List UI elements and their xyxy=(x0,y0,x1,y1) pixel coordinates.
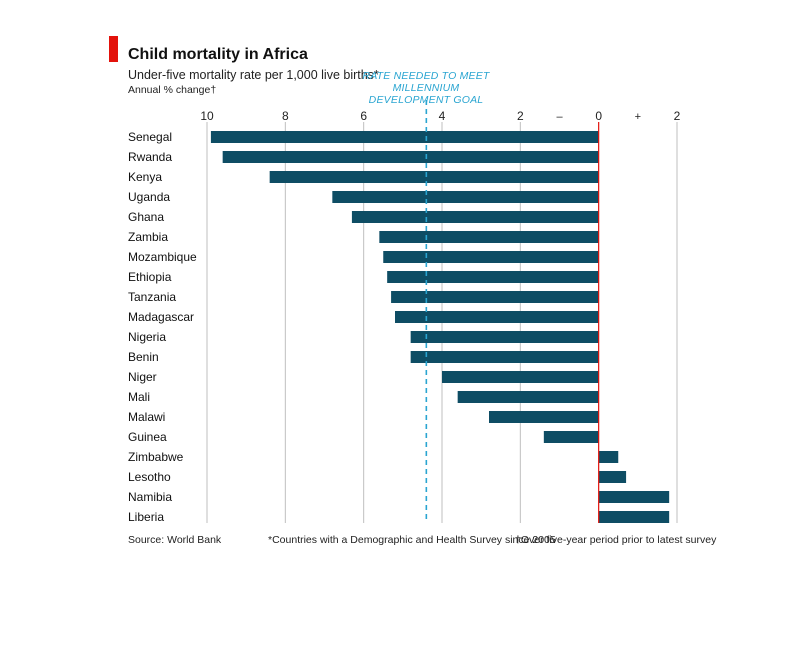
bar-kenya xyxy=(269,171,599,183)
bar-mozambique xyxy=(383,251,599,263)
bar-guinea xyxy=(543,431,599,443)
category-label: Rwanda xyxy=(128,150,172,164)
bar-namibia xyxy=(598,491,670,503)
axis-unit-label: Annual % change† xyxy=(128,84,217,96)
category-label: Malawi xyxy=(128,410,165,424)
source-note: Source: World Bank xyxy=(128,534,222,546)
category-label: Guinea xyxy=(128,430,167,444)
x-tick-label: 4 xyxy=(439,109,446,123)
bar-madagascar xyxy=(395,311,599,323)
goal-annotation-line1: RATE NEEDED TO MEET xyxy=(362,70,490,82)
bar-malawi xyxy=(489,411,599,423)
overlay-layer xyxy=(425,100,600,523)
category-label: Benin xyxy=(128,350,159,364)
bar-liberia xyxy=(598,511,670,523)
bar-ghana xyxy=(351,211,599,223)
footnote-countries: *Countries with a Demographic and Health… xyxy=(268,534,556,546)
category-label: Zambia xyxy=(128,230,168,244)
chart-subtitle: Under-five mortality rate per 1,000 live… xyxy=(128,68,379,82)
accent-tag xyxy=(109,36,118,62)
category-label: Namibia xyxy=(128,490,172,504)
bar-nigeria xyxy=(410,331,599,343)
x-tick-label: 2 xyxy=(674,109,681,123)
bar-rwanda xyxy=(222,151,599,163)
sign-label: – xyxy=(556,111,563,123)
bar-layer xyxy=(210,131,670,523)
bar-tanzania xyxy=(391,291,599,303)
label-layer: 10 8 6 4 2 0 2 – + Senegal Rwanda Kenya Uganda Ghana Z… xyxy=(128,109,681,524)
bar-mali xyxy=(457,391,599,403)
category-label: Tanzania xyxy=(128,290,176,304)
category-label: Mozambique xyxy=(128,250,197,264)
chart-title: Child mortality in Africa xyxy=(128,46,308,63)
category-label: Mali xyxy=(128,390,150,404)
category-label: Ethiopia xyxy=(128,270,172,284)
bar-lesotho xyxy=(598,471,627,483)
bar-zambia xyxy=(379,231,599,243)
bar-zimbabwe xyxy=(598,451,619,463)
x-tick-label: 2 xyxy=(517,109,524,123)
footnote-period: †Over five-year period prior to latest s… xyxy=(515,534,717,546)
bar-uganda xyxy=(332,191,599,203)
category-label: Zimbabwe xyxy=(128,450,184,464)
category-label: Nigeria xyxy=(128,330,166,344)
category-label: Madagascar xyxy=(128,310,194,324)
bar-benin xyxy=(410,351,599,363)
x-tick-label: 10 xyxy=(200,109,214,123)
category-label: Uganda xyxy=(128,190,170,204)
category-label: Senegal xyxy=(128,130,172,144)
x-tick-label: 0 xyxy=(595,109,602,123)
category-label: Ghana xyxy=(128,210,164,224)
x-tick-label: 6 xyxy=(360,109,367,123)
bar-ethiopia xyxy=(387,271,599,283)
sign-label: + xyxy=(635,111,641,123)
bar-senegal xyxy=(210,131,599,143)
x-tick-label: 8 xyxy=(282,109,289,123)
category-label: Kenya xyxy=(128,170,162,184)
bar-niger xyxy=(442,371,599,383)
category-label: Niger xyxy=(128,370,157,384)
category-label: Liberia xyxy=(128,510,164,524)
category-label: Lesotho xyxy=(128,470,171,484)
